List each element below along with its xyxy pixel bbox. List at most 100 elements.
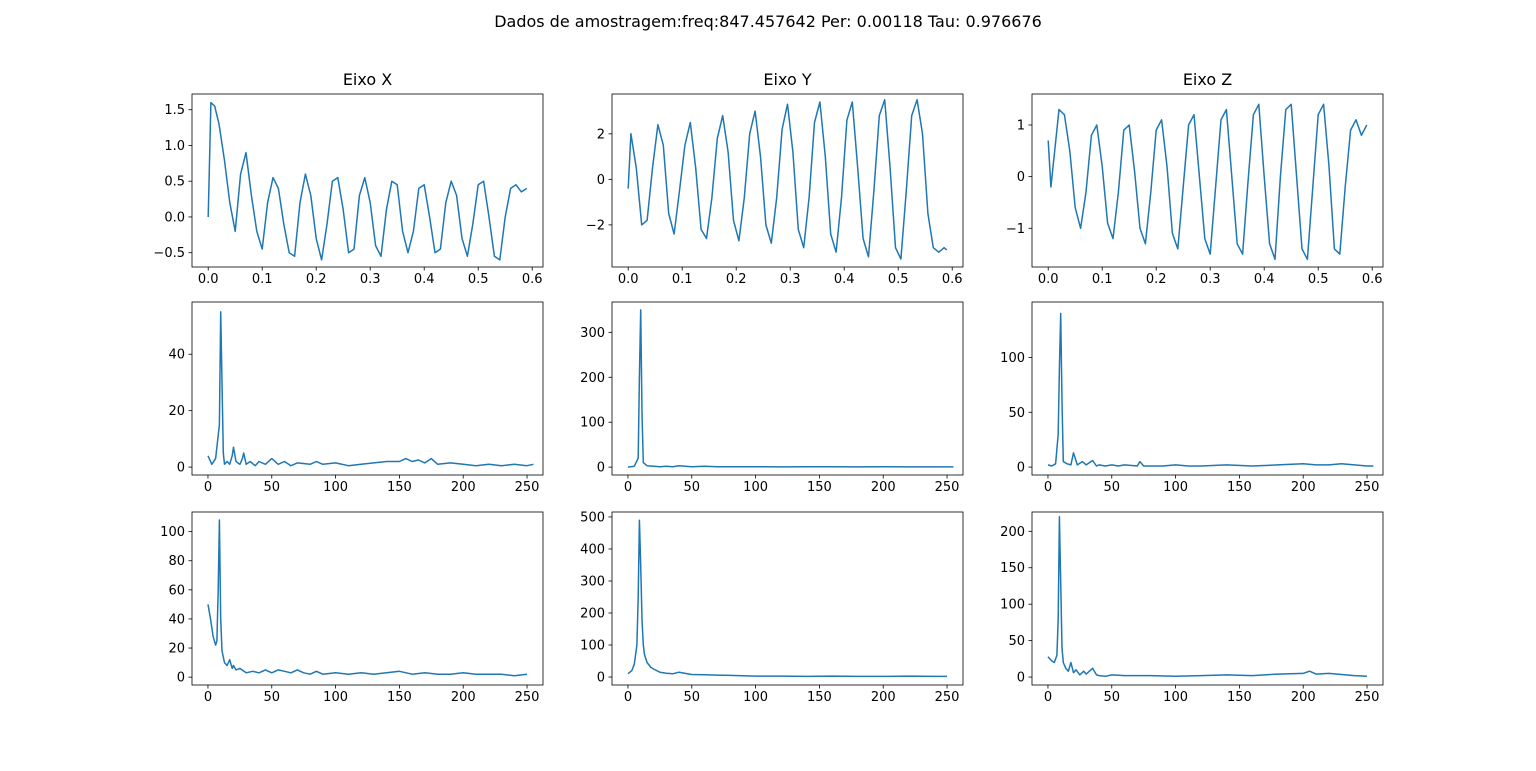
y-tick-label: 100 [1000, 598, 1025, 613]
x-tick-label: 150 [387, 690, 412, 705]
series-line [207, 101, 528, 261]
x-tick-label: 150 [1227, 480, 1252, 495]
y-tick-label: 0 [1017, 170, 1025, 185]
x-tick-label: 0.1 [672, 272, 693, 287]
x-tick-label: 200 [451, 480, 476, 495]
y-tick-label: 40 [168, 612, 185, 627]
y-tick-label: 0 [177, 671, 185, 686]
y-tick-label: 20 [168, 642, 185, 657]
x-tick-label: 0.4 [1254, 272, 1275, 287]
axes-frame [191, 93, 544, 268]
y-tick-label: 1.0 [164, 139, 185, 154]
x-tick-label: 0 [624, 690, 632, 705]
y-tick-label: 300 [580, 326, 605, 341]
series-line [1047, 515, 1368, 678]
x-tick-label: 0 [624, 480, 632, 495]
x-tick-label: 100 [323, 690, 348, 705]
x-tick-label: 100 [743, 480, 768, 495]
y-tick-label: 0 [1017, 461, 1025, 476]
subplot-r2-c2: 0 50 100 150 200 250 0 50 100 150 200 [1000, 511, 1384, 705]
axes-frame [191, 511, 544, 686]
x-tick-label: 100 [743, 690, 768, 705]
x-tick-label: 0.2 [306, 272, 327, 287]
x-tick-label: 50 [683, 480, 700, 495]
y-tick-label: 0 [597, 173, 605, 188]
x-tick-label: 0.5 [468, 272, 489, 287]
y-tick-label: 0 [597, 461, 605, 476]
series-line [1047, 312, 1374, 467]
y-tick-label: 300 [580, 574, 605, 589]
y-tick-label: 100 [580, 639, 605, 654]
x-tick-label: 0.3 [360, 272, 381, 287]
x-tick-label: 250 [515, 690, 540, 705]
axes-frame [1031, 93, 1384, 268]
x-tick-label: 100 [1163, 690, 1188, 705]
x-tick-label: 0.2 [726, 272, 747, 287]
x-tick-label: 100 [323, 480, 348, 495]
x-tick-label: 0.4 [834, 272, 855, 287]
x-tick-label: 0.5 [888, 272, 909, 287]
y-tick-label: 20 [168, 404, 185, 419]
x-tick-label: 0.0 [1038, 272, 1059, 287]
x-tick-label: 50 [263, 480, 280, 495]
y-tick-label: 200 [1000, 525, 1025, 540]
y-tick-label: 200 [580, 371, 605, 386]
y-tick-label: 0 [177, 461, 185, 476]
y-tick-label: 50 [1008, 406, 1025, 421]
x-tick-label: 0.0 [198, 272, 219, 287]
series-line [627, 98, 948, 260]
subplot-r1-c0: 0 50 100 150 200 250 0 20 40 [168, 301, 544, 495]
x-tick-label: 200 [1291, 690, 1316, 705]
series-line [207, 311, 534, 467]
x-tick-label: 0.4 [414, 272, 435, 287]
x-tick-label: 0.0 [618, 272, 639, 287]
series-line [627, 519, 947, 678]
x-tick-label: 0.2 [1146, 272, 1167, 287]
subplot-r1-c2: 0 50 100 150 200 250 0 50 100 [1000, 301, 1384, 495]
x-tick-label: 0.6 [1362, 272, 1383, 287]
y-tick-label: 40 [168, 348, 185, 363]
x-tick-label: 50 [1103, 480, 1120, 495]
y-tick-label: 1 [1017, 118, 1025, 133]
x-tick-label: 0.5 [1308, 272, 1329, 287]
axes-frame [191, 301, 544, 476]
subplot-title: Eixo X [343, 70, 392, 89]
subplot-r0-c2: 0.0 0.1 0.2 0.3 0.4 0.5 0.6 −1 0 1 Eixo Z [1006, 70, 1384, 287]
axes-frame [1031, 301, 1384, 476]
y-tick-label: 0 [1017, 671, 1025, 686]
figure-suptitle: Dados de amostragem:freq:847.457642 Per:… [494, 12, 1042, 31]
y-tick-label: 0 [597, 671, 605, 686]
x-tick-label: 250 [515, 480, 540, 495]
x-tick-label: 200 [1291, 480, 1316, 495]
x-tick-label: 0 [1044, 480, 1052, 495]
axes-frame [1031, 511, 1384, 686]
subplot-r1-c1: 0 50 100 150 200 250 0 100 200 300 [580, 301, 964, 495]
y-tick-label: 100 [580, 416, 605, 431]
y-tick-label: 400 [580, 542, 605, 557]
x-tick-label: 50 [683, 690, 700, 705]
x-tick-label: 0.3 [780, 272, 801, 287]
axes-frame [611, 301, 964, 476]
x-tick-label: 0 [1044, 690, 1052, 705]
subplot-r0-c1: 0.0 0.1 0.2 0.3 0.4 0.5 0.6 −2 0 2 Eixo Y [586, 70, 964, 287]
x-tick-label: 250 [935, 480, 960, 495]
series-line [627, 309, 954, 468]
y-tick-label: 1.5 [164, 103, 185, 118]
y-tick-label: −1 [1006, 222, 1025, 237]
x-tick-label: 50 [263, 690, 280, 705]
subplot-r2-c1: 0 50 100 150 200 250 0 100 200 300 400 500 [580, 510, 964, 705]
x-tick-label: 0.6 [942, 272, 963, 287]
x-tick-label: 0.1 [252, 272, 273, 287]
y-tick-label: 2 [597, 127, 605, 142]
y-tick-label: 50 [1008, 634, 1025, 649]
y-tick-label: 0.0 [164, 210, 185, 225]
y-tick-label: −0.5 [153, 246, 185, 261]
x-tick-label: 0.3 [1200, 272, 1221, 287]
y-tick-label: −2 [586, 218, 605, 233]
axes-frame [611, 511, 964, 686]
series-line [1047, 103, 1368, 261]
x-tick-label: 250 [1355, 690, 1380, 705]
subplot-r0-c0: 0.0 0.1 0.2 0.3 0.4 0.5 0.6 −0.5 0.0 0.5 1.0 1.5 Eix… [153, 70, 544, 287]
x-tick-label: 150 [807, 690, 832, 705]
y-tick-label: 0.5 [164, 175, 185, 190]
